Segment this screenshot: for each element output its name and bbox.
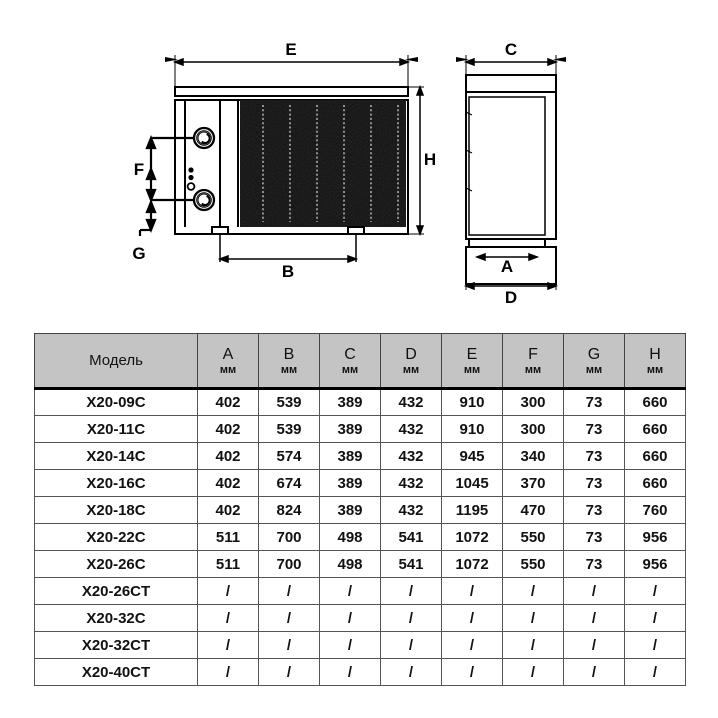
svg-text:D: D	[505, 288, 517, 307]
svg-text:A: A	[501, 257, 513, 276]
svg-text:G: G	[132, 244, 145, 263]
svg-text:B: B	[282, 262, 294, 281]
svg-text:H: H	[424, 150, 436, 169]
svg-text:E: E	[285, 40, 296, 59]
svg-text:F: F	[134, 160, 144, 179]
svg-text:C: C	[505, 40, 517, 59]
